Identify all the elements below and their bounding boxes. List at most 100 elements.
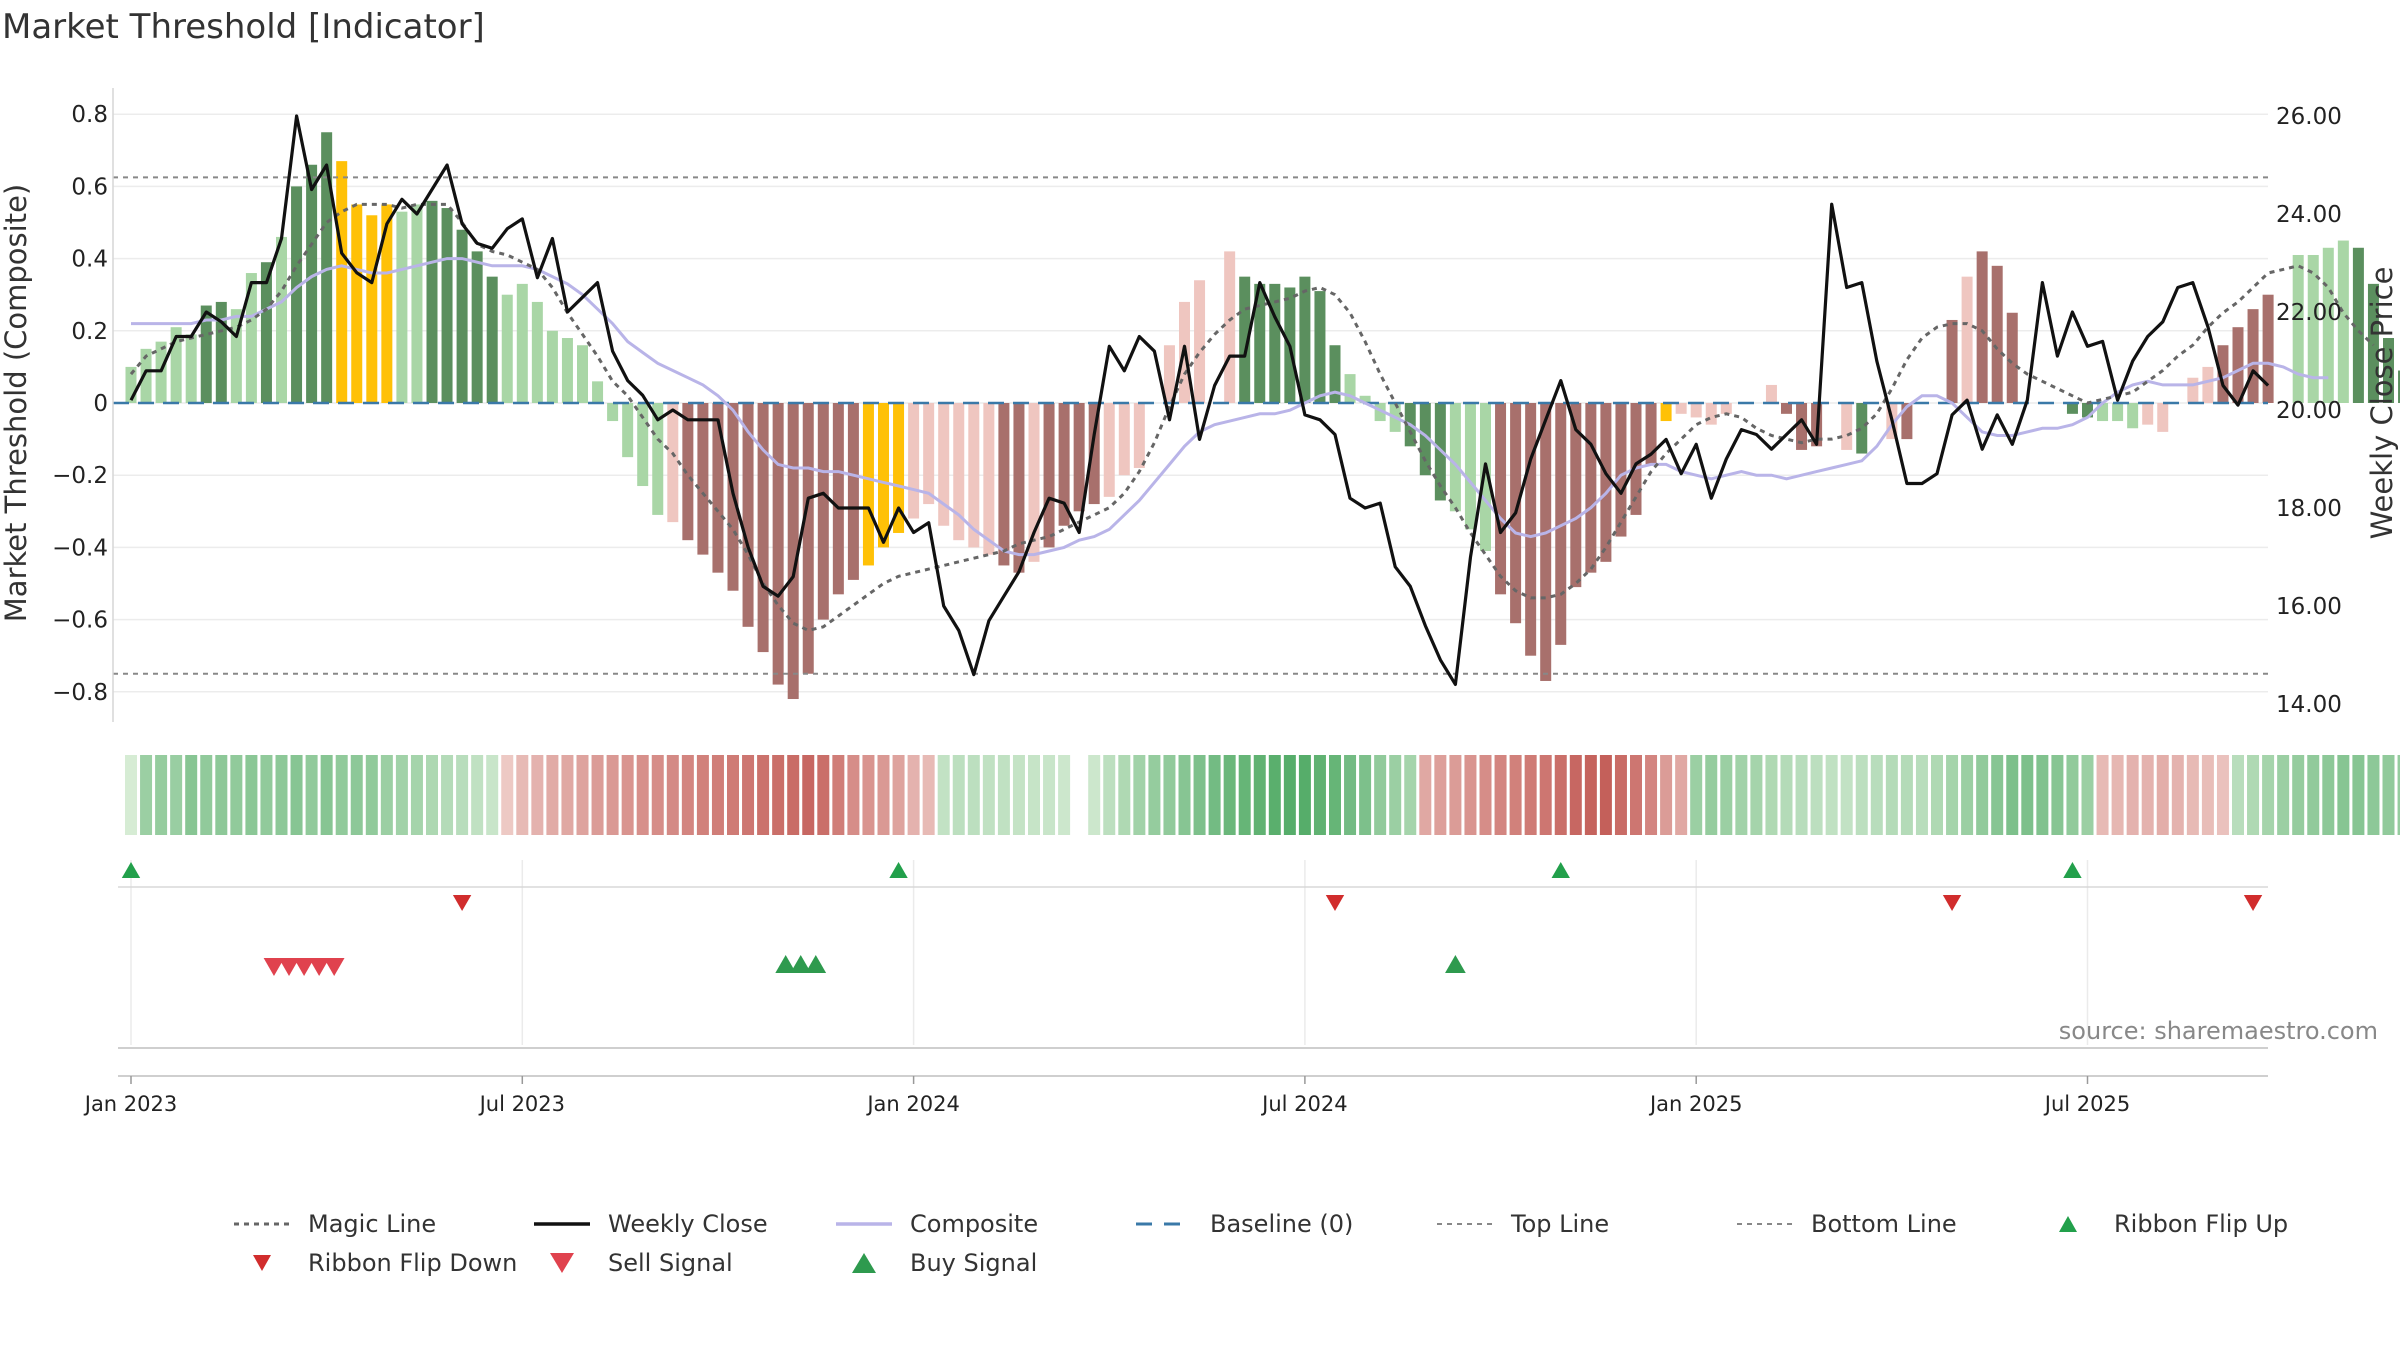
ribbon-segment [2141,755,2154,835]
ribbon-segment [1509,755,1522,835]
histogram-bar [1720,403,1732,414]
ribbon-flip-up-marker [1551,862,1570,878]
ribbon-segment [1178,755,1191,835]
histogram-bar [2157,403,2169,432]
ribbon-segment [531,755,544,835]
ribbon-segment [1946,755,1959,835]
ribbon-segment [727,755,739,835]
ribbon-segment [1329,755,1341,835]
x-tick-label: Jan 2024 [865,1092,960,1116]
ribbon-segment [1976,755,1989,835]
histogram-bar [366,215,378,403]
histogram-bar [1449,403,1461,512]
ribbon-segment [877,755,890,835]
ribbon-segment [2307,755,2320,835]
histogram-bar [426,200,438,403]
ribbon-segment [1961,755,1974,835]
ribbon-segment [681,755,694,835]
ribbon-segment [1780,755,1793,835]
signal-markers [118,860,2268,1049]
ribbon-segment [410,755,423,835]
ribbon-segment [1012,755,1025,835]
weekly-close-line [129,114,2270,687]
sell-signal-marker [308,958,330,976]
y-left-tick-label: −0.2 [52,463,108,489]
histogram-bar [260,262,272,403]
ribbon-segment [1103,755,1116,835]
ribbon-segment [1043,755,1056,835]
histogram-bar [2066,403,2078,414]
histogram-bar [1781,403,1792,414]
y-left-tick-label: 0 [93,391,108,417]
ribbon-segment [1208,755,1221,835]
legend-label: Baseline (0) [1210,1210,1353,1238]
histogram-bar [998,403,1010,566]
ribbon-flip-down-marker [1942,895,1962,911]
histogram-bar [1961,276,1973,403]
histogram-bar [1901,403,1913,440]
histogram-bar [1013,403,1025,573]
histogram-bar [1600,403,1612,562]
ribbon-segment [1118,755,1131,835]
ribbon-segment [2126,755,2139,835]
histogram-bar [1660,403,1672,422]
ribbon-segment [1735,755,1748,835]
ribbon-segment [847,755,860,835]
ribbon-segment [591,755,604,835]
ribbon-segment [1193,755,1206,835]
y-right-tick-label: 20.00 [2276,398,2342,424]
ribbon-segment [305,755,318,835]
ribbon-segment [2337,755,2350,835]
histogram-bar [923,403,935,505]
ribbon-segment [1268,755,1281,835]
histogram-bar [245,273,257,403]
legend-item-sell: Sell Signal [550,1249,733,1277]
legend: Magic Line Weekly Close Composite Baseline … [234,1210,2288,1277]
ribbon-flip-down-marker [1325,895,1345,911]
histogram-bar [471,251,483,403]
ribbon-segment [125,755,137,835]
ribbon-segment [486,755,499,835]
histogram-bar [1495,403,1507,595]
ribbon-segment [365,755,378,835]
ribbon-segment [2171,755,2184,835]
histogram-bar [1359,395,1371,403]
histogram-bar [772,403,784,685]
y-left-tick-label: −0.4 [52,535,108,561]
ribbon-segment [2232,755,2244,835]
ribbon-segment [2186,755,2199,835]
histogram-bar [878,403,889,548]
legend-swatch [253,1255,271,1271]
histogram-bar [456,229,468,403]
ribbon-segment [1630,755,1642,835]
histogram-bar [1630,403,1642,515]
ribbon-segment [1675,755,1688,835]
ribbon-segment [2036,755,2049,835]
y-right-tick-label: 16.00 [2276,594,2342,620]
ribbon-segment [742,755,755,835]
ribbon-segment [1554,755,1567,835]
histogram-bar [908,403,920,519]
sell-signal-marker [263,958,285,976]
y-right-tick-label: 26.00 [2276,104,2342,130]
ribbon-segment [1705,755,1718,835]
ribbon-segment [1133,755,1146,835]
ribbon-segment [2006,755,2019,835]
ribbon-flip-down-marker [2243,895,2263,911]
ribbon-segment [967,755,980,835]
x-tick-label: Jan 2025 [1648,1092,1743,1116]
chart-title: Market Threshold [Indicator] [2,7,485,47]
histogram-bar [1540,403,1552,681]
buy-signal-marker [805,955,827,973]
legend-label: Ribbon Flip Up [2114,1210,2288,1238]
legend-item-top: Top Line [1437,1210,1609,1238]
histogram-bar [185,334,197,403]
histogram-bar [336,161,348,403]
histogram-bar [1690,403,1702,418]
legend-label: Top Line [1510,1210,1609,1238]
ribbon-segment [862,755,875,835]
histogram-bar [862,403,874,566]
ribbon-segment [2081,755,2094,835]
histogram-bar [1480,403,1491,552]
histogram-bar [2352,247,2364,403]
